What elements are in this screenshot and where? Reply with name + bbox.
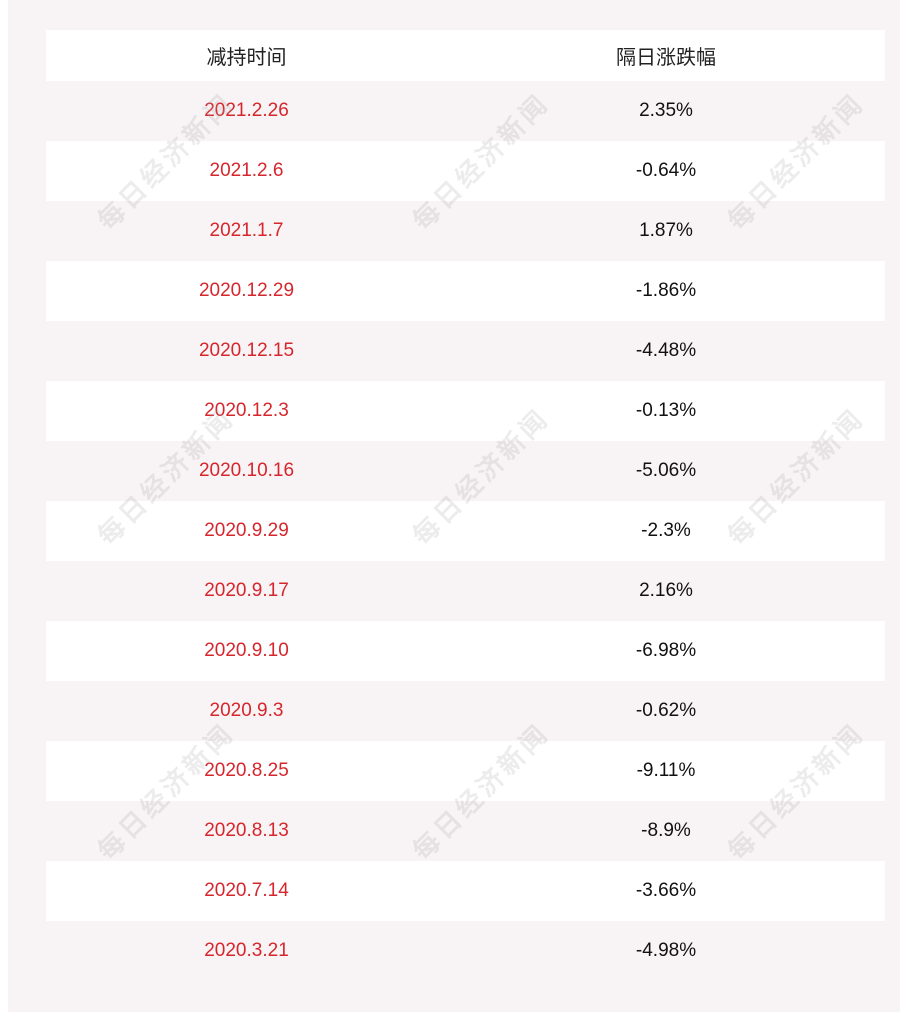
table-panel: 减持时间 隔日涨跌幅 2021.2.26 2.35% 2021.2.6 -0.64% 2… [8, 0, 900, 1012]
table-row: 2021.2.6 -0.64% [46, 141, 885, 201]
next-day-change-cell: -4.98% [635, 940, 697, 961]
reduction-date-cell: 2020.9.29 [204, 520, 289, 541]
next-day-change-cell: 2.35% [639, 100, 693, 121]
next-day-change-cell: -1.86% [635, 280, 697, 301]
table-row: 2020.12.15 -4.48% [46, 321, 885, 381]
table-row: 2021.1.7 1.87% [46, 201, 885, 261]
table-row: 2020.7.14 -3.66% [46, 861, 885, 921]
reduction-date-cell: 2020.9.3 [209, 700, 284, 721]
data-table: 减持时间 隔日涨跌幅 2021.2.26 2.35% 2021.2.6 -0.64% 2… [46, 30, 885, 981]
reduction-date-cell: 2021.1.7 [209, 220, 284, 241]
reduction-date-cell: 2020.3.21 [204, 940, 289, 961]
next-day-change-cell: -2.3% [641, 520, 691, 541]
reduction-date-cell: 2021.2.26 [204, 100, 289, 121]
table-header-row: 减持时间 隔日涨跌幅 [46, 30, 885, 81]
table-row: 2020.10.16 -5.06% [46, 441, 885, 501]
table-row: 2021.2.26 2.35% [46, 81, 885, 141]
next-day-change-cell: -4.48% [635, 340, 697, 361]
header-next-day-change: 隔日涨跌幅 [616, 45, 716, 69]
table-row: 2020.9.29 -2.3% [46, 501, 885, 561]
next-day-change-cell: -3.66% [635, 880, 697, 901]
next-day-change-cell: 2.16% [639, 580, 693, 601]
table-row: 2020.8.13 -8.9% [46, 801, 885, 861]
table-row: 2020.9.10 -6.98% [46, 621, 885, 681]
next-day-change-cell: -0.13% [635, 400, 697, 421]
table-row: 2020.8.25 -9.11% [46, 741, 885, 801]
table-row: 2020.3.21 -4.98% [46, 921, 885, 981]
table-body: 2021.2.26 2.35% 2021.2.6 -0.64% 2021.1.7 1.87… [46, 81, 885, 981]
table-row: 2020.9.3 -0.62% [46, 681, 885, 741]
next-day-change-cell: -5.06% [635, 460, 697, 481]
reduction-date-cell: 2020.9.10 [204, 640, 289, 661]
reduction-date-cell: 2020.8.25 [204, 760, 289, 781]
next-day-change-cell: -8.9% [641, 820, 691, 841]
reduction-date-cell: 2020.12.29 [198, 280, 295, 301]
header-reduction-date: 减持时间 [206, 45, 287, 69]
next-day-change-cell: -0.62% [635, 700, 697, 721]
reduction-date-cell: 2020.10.16 [198, 460, 295, 481]
reduction-date-cell: 2021.2.6 [209, 160, 284, 181]
reduction-date-cell: 2020.12.3 [204, 400, 289, 421]
table-row: 2020.9.17 2.16% [46, 561, 885, 621]
table-row: 2020.12.3 -0.13% [46, 381, 885, 441]
next-day-change-cell: -0.64% [635, 160, 697, 181]
next-day-change-cell: -9.11% [636, 760, 696, 781]
reduction-date-cell: 2020.7.14 [204, 880, 289, 901]
next-day-change-cell: 1.87% [639, 220, 693, 241]
reduction-date-cell: 2020.8.13 [204, 820, 289, 841]
reduction-date-cell: 2020.12.15 [198, 340, 295, 361]
reduction-date-cell: 2020.9.17 [204, 580, 289, 601]
table-row: 2020.12.29 -1.86% [46, 261, 885, 321]
next-day-change-cell: -6.98% [635, 640, 697, 661]
